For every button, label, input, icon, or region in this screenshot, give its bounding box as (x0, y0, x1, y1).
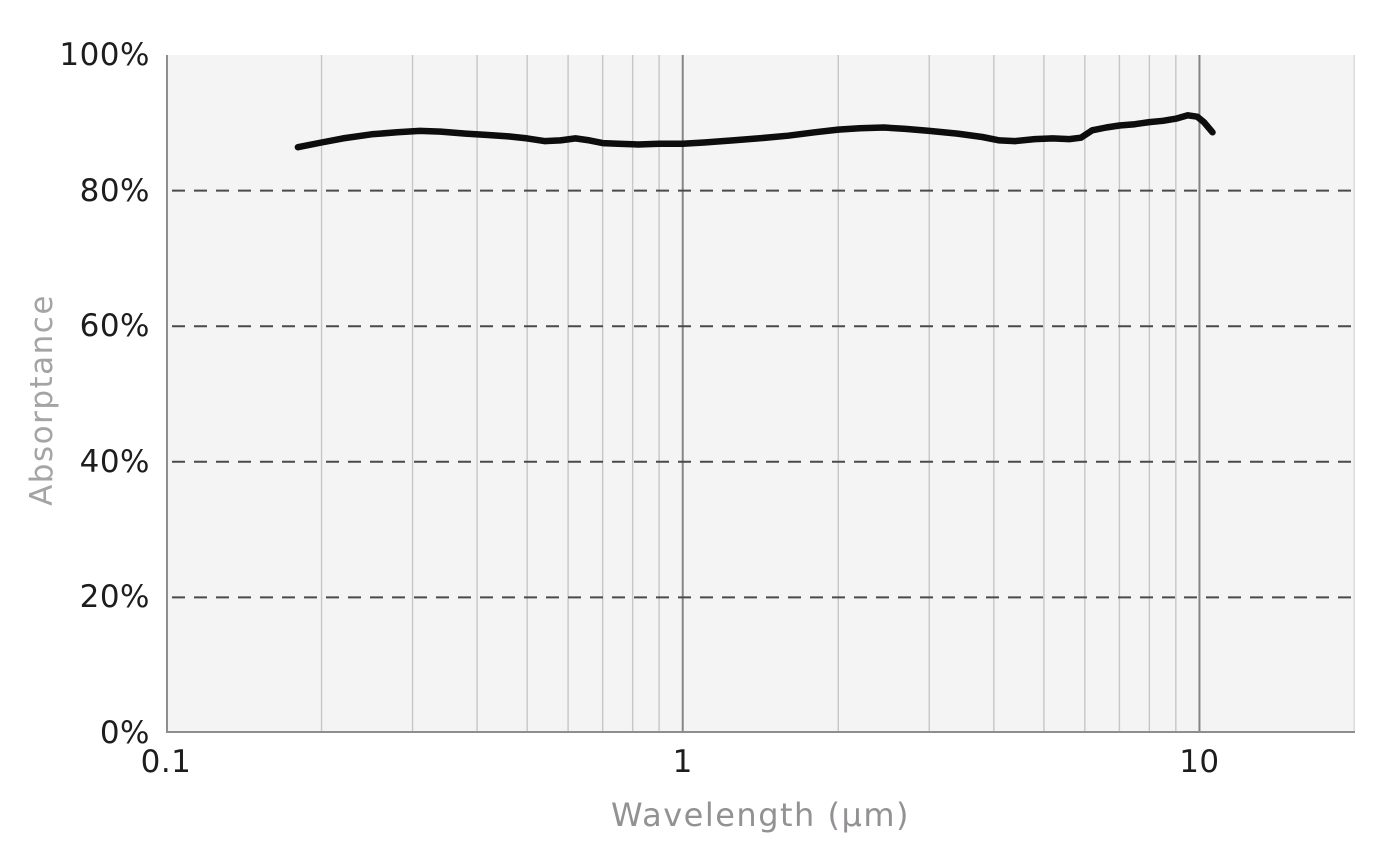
y-tick-label: 80% (79, 172, 150, 209)
y-tick-label: 0% (99, 715, 150, 751)
x-axis-title: Wavelength (µm) (611, 796, 910, 834)
x-tick-label: 1 (672, 744, 693, 780)
series-line-absorptance (294, 112, 1216, 151)
y-tick-label: 100% (59, 37, 150, 73)
y-tick-label: 60% (79, 308, 150, 345)
y-tick-label: 20% (79, 579, 150, 616)
plot-canvas (166, 55, 1355, 733)
plot-area (166, 55, 1355, 733)
x-tick-label: 10 (1179, 744, 1220, 780)
x-tick-label: 0.1 (140, 744, 192, 780)
y-tick-label: 40% (79, 443, 150, 480)
